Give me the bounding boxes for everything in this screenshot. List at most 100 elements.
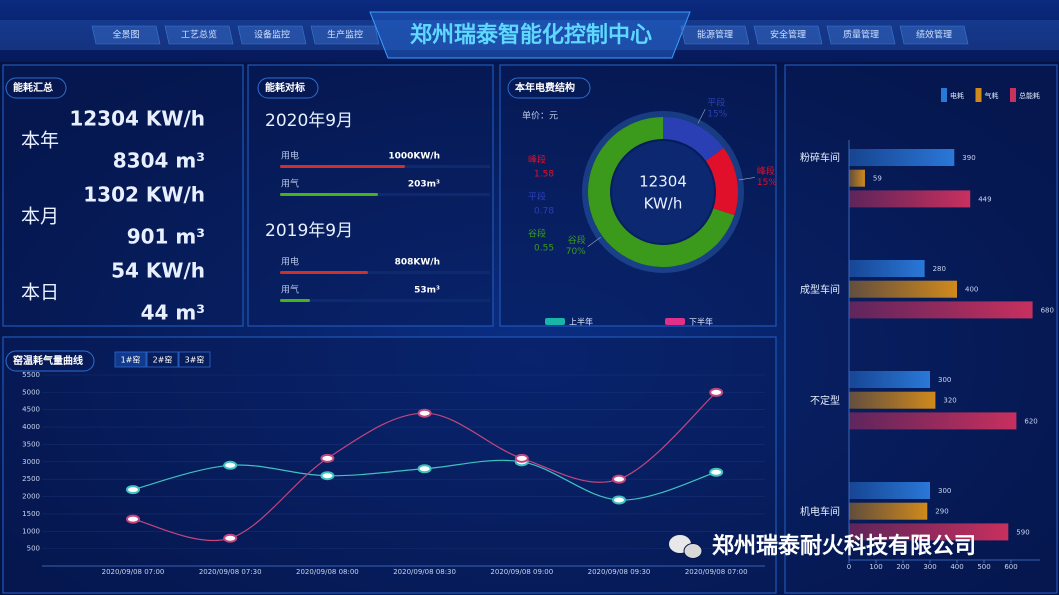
bar-deco [280,193,378,196]
point [320,453,335,463]
category-label: 成型车间 [800,283,840,296]
y-tick-label: 1500 [22,510,40,518]
bar [849,482,930,499]
x-tick-label: 2020/09/08 07:30 [199,568,262,576]
period: 2020年9月 [265,111,353,131]
title-pill [5,350,95,372]
category-label: 粉碎车间 [800,151,840,164]
tab[interactable] [178,351,211,368]
point [126,485,140,495]
tab-label[interactable]: 1#窑 [121,355,141,365]
item-name: 用电 [281,150,299,162]
y-tick-label: 500 [27,545,40,553]
leader-line [697,109,706,124]
leader-line [739,177,755,181]
price-name: 平段 [528,191,546,203]
header-bar [0,0,1059,62]
header-title: 郑州瑞泰智能化控制中心 [410,22,652,48]
track [280,299,490,302]
y-tick-label: 4500 [22,406,40,414]
header-band [0,20,1059,50]
bar [849,412,1017,430]
point [709,467,724,477]
panel-title: 能耗汇总 [13,81,53,94]
bar-value: 280 [933,265,946,273]
nav-tab-bg [310,25,380,45]
leader-line [587,237,601,247]
nav-tab[interactable]: 绩效管理 [916,29,952,41]
point [223,460,238,470]
category-label: 机电车间 [800,505,840,518]
tab-label[interactable]: 3#窑 [185,355,205,365]
y-tick-label: 2000 [22,493,40,501]
bar [849,371,930,388]
tab-label[interactable]: 2#窑 [153,355,173,365]
x-tick-label: 300 [923,563,936,571]
power-value: 1302 KW/h [83,183,205,207]
nav-tab[interactable]: 安全管理 [770,29,806,41]
category-label: 不定型 [810,394,840,407]
donut-glow [582,111,744,273]
bar [849,280,957,298]
nav-tab[interactable]: 能源管理 [697,29,733,41]
panel-title: 本年电费结构 [515,81,575,94]
gas-value: 901 m³ [127,225,205,249]
period-label: 本日 [21,282,59,304]
bar [849,523,1009,541]
legend-label: 总能耗 [1019,91,1040,100]
tab[interactable] [114,351,147,368]
period: 2019年9月 [265,221,353,241]
nav-tab[interactable]: 生产监控 [327,29,363,41]
power-value: 12304 KW/h [69,107,205,131]
nav-tab[interactable]: 全景图 [112,29,139,41]
center-value: 12304 [639,173,687,191]
panel-curve [2,336,777,594]
gas-value: 8304 m³ [113,149,205,173]
nav-tab-bg [91,25,161,45]
x-tick-label: 400 [950,563,963,571]
donut-slice [705,147,738,216]
point [320,471,335,481]
y-tick-label: 1000 [22,527,40,535]
nav-tab-bg [753,25,823,45]
nav-tab[interactable]: 质量管理 [843,29,879,41]
price-name: 谷段 [528,228,546,240]
item-name: 用气 [281,178,299,190]
bar-value: 390 [962,154,975,162]
x-tick-label: 500 [977,563,990,571]
nav-tab-bg [899,25,969,45]
nav-tab-bg [680,25,750,45]
x-tick-label: 2020/09/08 07:00 [102,568,165,576]
slice-name: 谷段 [568,234,586,246]
title-pill [507,77,591,99]
nav-tab[interactable]: 工艺总览 [181,29,217,41]
bar-deco [280,271,368,274]
panel-title: 窑温耗气量曲线 [13,354,83,367]
slice-label: 15% [707,110,727,120]
legend-label: 气耗 [985,91,999,100]
slice-label: 15% [757,178,777,188]
y-tick-label: 5500 [22,371,40,379]
bar-deco [280,165,405,168]
tab[interactable] [146,351,179,368]
point [612,474,626,484]
nav-tab-bg [164,25,234,45]
legend-label: 下半年 [689,317,713,327]
gas-value: 44 m³ [141,301,205,325]
bar [849,502,928,520]
bar [849,391,936,409]
bar-value: 590 [1016,528,1029,536]
bar-value: 400 [965,286,978,294]
period-label: 本月 [21,206,59,228]
item-value: 1000KW/h [388,152,440,162]
legend-swatch [545,318,565,325]
bar [849,301,1033,319]
nav-tab-bg [826,25,896,45]
x-tick-label: 2020/09/08 07:00 [685,568,748,576]
nav-tab[interactable]: 设备监控 [254,29,290,41]
x-tick-label: 2020/09/08 09:00 [490,568,553,576]
bar-value: 449 [978,195,991,203]
x-tick-label: 200 [896,563,909,571]
price-name: 峰段 [528,154,546,166]
